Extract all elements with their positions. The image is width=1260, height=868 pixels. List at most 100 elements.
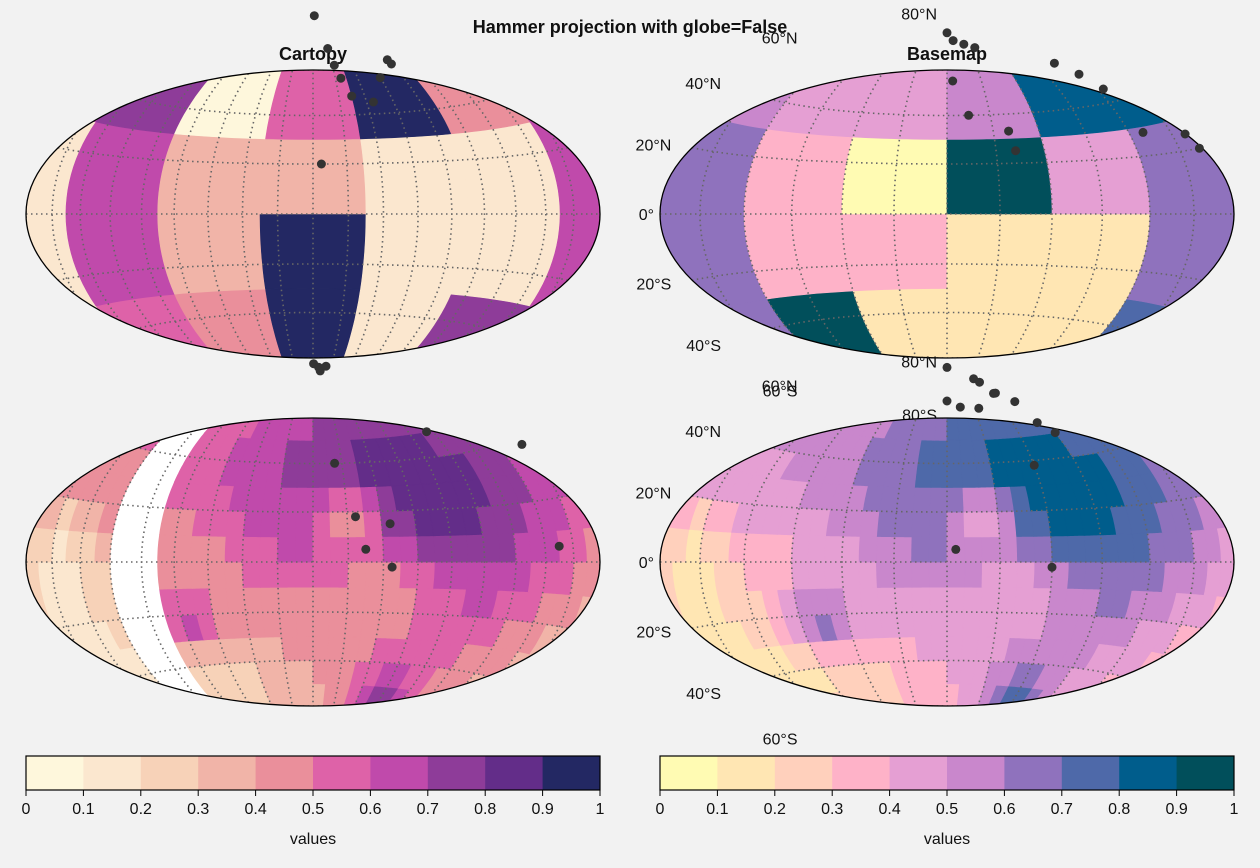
contour-cell <box>259 536 279 563</box>
meridian-line <box>284 358 313 395</box>
contour-cell <box>1125 688 1168 706</box>
meridian-line <box>270 10 313 46</box>
contour-cell <box>858 561 878 589</box>
data-cell <box>226 359 291 386</box>
lat-label: 20°N <box>636 485 672 502</box>
contour-cell <box>807 561 827 590</box>
contour-cell <box>933 418 948 441</box>
contour-cell <box>1111 418 1152 443</box>
meridian-line <box>219 400 313 418</box>
scatter-point <box>974 403 984 413</box>
contour-cell <box>1083 389 1126 414</box>
graticule <box>660 70 1234 358</box>
contour-cell <box>743 532 763 563</box>
contour-cell <box>347 561 367 588</box>
colorbar-segment <box>1119 756 1178 790</box>
scatter-point <box>964 110 974 120</box>
contour-cell <box>929 511 948 538</box>
meridian-line <box>257 10 313 43</box>
contour-cell <box>990 709 1016 731</box>
contour-cell <box>399 535 419 563</box>
meridian-line <box>234 358 313 385</box>
contour-cell <box>63 430 102 465</box>
contour-cell <box>891 374 921 393</box>
contour-cell <box>897 708 918 730</box>
contour-cell <box>876 561 896 588</box>
contour-cell <box>951 727 962 747</box>
data-cell <box>946 70 1042 140</box>
contour-cell <box>966 418 986 441</box>
meridian-line <box>947 10 980 24</box>
contour-cell <box>173 561 193 590</box>
contour-cell <box>868 370 908 387</box>
contour-cell <box>1077 393 1119 418</box>
contour-cell <box>976 418 998 440</box>
lat-label: 80°N <box>901 6 937 23</box>
contour-cell <box>860 741 904 757</box>
contour-cell <box>925 376 939 396</box>
contour-cell <box>864 739 906 756</box>
contour-cell <box>986 737 1026 754</box>
contour-cell <box>449 561 469 590</box>
contour-cell <box>94 561 114 593</box>
data-cell <box>157 213 266 295</box>
contour-cell <box>497 532 517 563</box>
data-cell <box>743 128 854 215</box>
meridian-line <box>245 10 313 40</box>
contour-cell <box>155 418 196 425</box>
contour-cell <box>996 361 1045 373</box>
contour-cell <box>962 611 982 638</box>
meridian-line <box>284 381 313 418</box>
contour-cell <box>843 387 879 409</box>
scatter-point <box>1074 69 1084 79</box>
contour-cell <box>342 418 364 440</box>
meridian-line <box>947 358 994 365</box>
contour-cell <box>940 727 947 747</box>
colorbar-basemap: 0 0.1 0.2 0.3 0.4 0.5 0.6 0.7 0.8 0.9 1 values <box>656 755 1239 848</box>
contour-cell <box>409 371 456 390</box>
data-cell <box>841 136 948 215</box>
contour-cell <box>930 636 948 661</box>
contour-cell <box>929 586 948 613</box>
data-cell <box>360 133 469 215</box>
contour-cell <box>423 697 463 706</box>
contour-cell <box>946 561 966 588</box>
contour-cell <box>195 720 235 741</box>
meridian-line <box>270 382 313 418</box>
contour-cell <box>878 709 904 731</box>
contour-cell <box>404 728 449 748</box>
contour-cell <box>858 535 878 563</box>
parallel-line <box>802 357 1092 358</box>
contour-cell <box>404 376 449 396</box>
contour-cell <box>443 707 485 732</box>
contour-cell <box>876 510 897 538</box>
contour-cell <box>824 535 844 563</box>
lat-label: 0° <box>639 207 654 224</box>
contour-cell <box>963 586 983 613</box>
contour-cell <box>302 418 314 419</box>
scatter-point <box>316 159 326 169</box>
parallel-line <box>726 311 1168 346</box>
meridian-line <box>893 418 936 706</box>
contour-cell <box>851 389 884 411</box>
contour-cell <box>443 393 485 418</box>
contour-cell <box>226 712 257 734</box>
contour-cell <box>262 611 282 638</box>
contour-cell <box>1146 561 1166 593</box>
meridian-line <box>219 10 313 28</box>
contour-cell <box>312 636 330 661</box>
lat-label: 20°S <box>636 277 671 294</box>
contour-cell <box>980 734 1015 753</box>
contour-cell <box>1043 371 1090 390</box>
contour-cell <box>981 561 1001 588</box>
contour-cell <box>244 709 270 731</box>
contour-cell <box>273 396 292 418</box>
contour-cell <box>926 705 941 706</box>
contour-cell <box>392 720 432 741</box>
contour-cell <box>163 697 203 706</box>
contour-cell <box>188 381 229 402</box>
contour-cell <box>242 561 262 588</box>
contour-cell <box>335 396 354 418</box>
contour-cell <box>1099 533 1119 563</box>
contour-cell <box>932 377 943 397</box>
